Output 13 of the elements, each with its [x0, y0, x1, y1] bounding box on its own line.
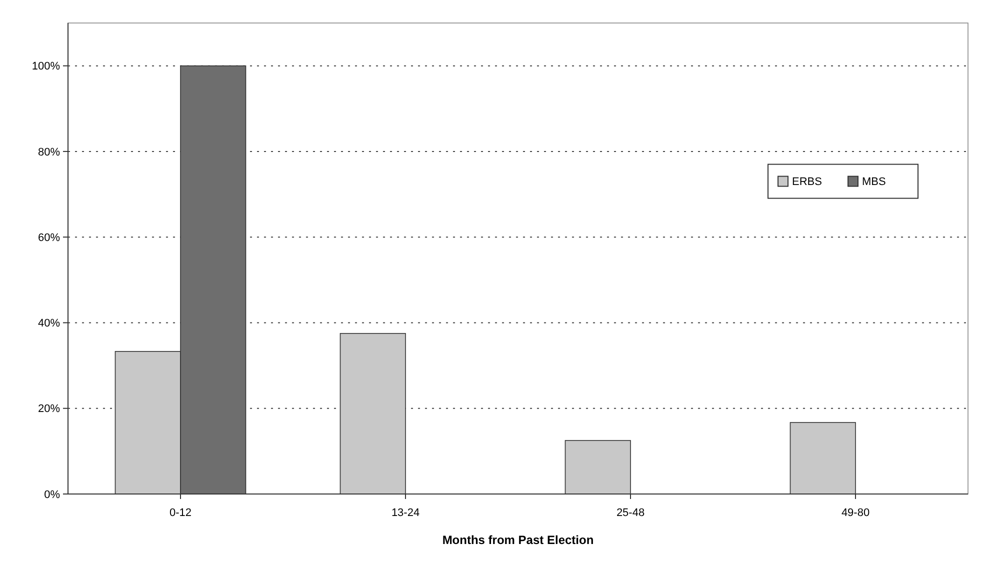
- y-tick-label: 40%: [38, 318, 60, 330]
- x-tick-label: 0-12: [169, 507, 192, 519]
- x-tick-label: 49-80: [841, 507, 870, 519]
- y-tick-label: 20%: [38, 403, 60, 416]
- legend-label: ERBS: [792, 176, 822, 188]
- legend-label: MBS: [862, 176, 886, 188]
- x-axis-title: Months from Past Election: [442, 533, 594, 547]
- y-tick-label: 80%: [38, 146, 60, 158]
- y-tick-label: 60%: [38, 232, 60, 244]
- y-tick-label: 100%: [32, 60, 60, 73]
- y-tick-label: 0%: [44, 488, 60, 501]
- x-tick-label: 13-24: [391, 507, 420, 519]
- x-tick-label: 25-48: [616, 507, 645, 519]
